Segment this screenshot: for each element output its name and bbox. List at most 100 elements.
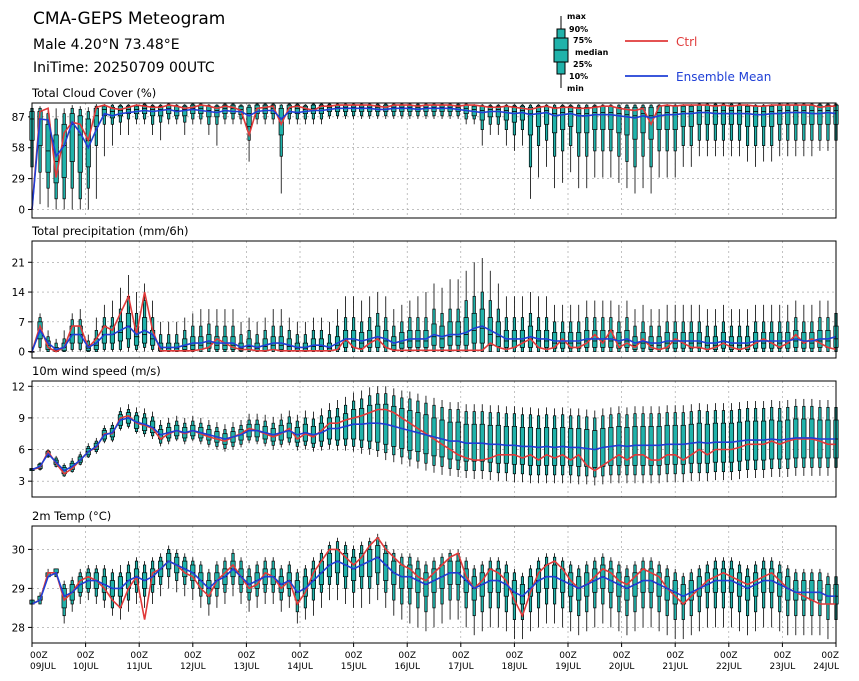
y-tick-label: 9 [18,413,25,425]
box-plot [736,561,743,632]
box-plot [712,103,718,157]
box-plot [817,399,823,476]
box-inner [825,584,831,605]
box-plot [535,408,542,484]
box-plot [592,300,598,352]
box-inner [133,105,140,114]
box-plot [712,557,718,628]
box-plot [576,565,582,636]
box-inner [785,104,791,125]
box-inner [761,105,767,127]
box-plot [463,103,469,125]
box-plot [294,414,300,451]
box-plot [801,304,807,352]
box-inner [672,105,678,130]
legend-ctrl-label: Ctrl [676,35,697,49]
box-plot [222,309,228,352]
box-plot [704,561,710,628]
box-inner [825,104,831,125]
box-plot [133,292,140,352]
box-plot [495,405,501,482]
box-inner [198,104,204,114]
box-inner [624,106,630,136]
box-plot [608,407,614,484]
init-time-label: IniTime: 20250709 00UTC [33,60,215,76]
legend-max: max [567,12,587,21]
box-inner [584,106,590,134]
box-inner [463,104,469,114]
box-plot [85,107,91,210]
x-tick-date-label: 18JUL [502,662,528,672]
box-plot [744,104,751,162]
box-inner [680,584,686,605]
box-plot [93,317,99,352]
x-tick-hour-label: 00Z [238,651,256,661]
panel-frame [31,240,837,359]
box-plot [278,309,284,352]
box-plot [688,568,694,636]
box-inner [704,104,710,125]
box-plot [93,565,99,604]
x-tick-date-label: 15JUL [341,662,367,672]
box-plot [664,565,670,636]
y-tick-label: 7 [18,317,25,329]
box-inner [809,104,815,125]
box-plot [101,104,107,157]
box-inner [560,105,566,130]
box-plot [141,408,148,437]
box-plot [326,403,333,450]
box-plot [310,317,316,352]
box-plot [214,309,220,352]
box-plot [511,406,517,483]
box-plot [447,549,453,620]
box-plot [447,402,453,476]
box-plot [608,300,614,352]
box-inner [720,104,727,125]
box-plot [141,103,148,125]
box-plot [383,541,389,608]
box-plot [246,317,252,352]
box-inner [109,106,115,119]
box-plot [809,568,815,636]
box-plot [351,392,357,452]
box-plot [640,304,646,352]
box-series [29,103,839,210]
box-inner [688,105,694,127]
box-plot [744,565,751,636]
box-plot [479,561,485,632]
x-tick-hour-label: 00Z [720,651,738,661]
box-plot [600,104,606,178]
time-axis: 00Z09JUL00Z10JUL00Z11JUL00Z12JUL00Z13JUL… [30,643,839,672]
box-inner [576,106,582,134]
box-plot [238,557,244,604]
x-tick-date-label: 16JUL [394,662,420,672]
box-plot [262,414,268,447]
box-inner [278,107,284,136]
box-plot [222,557,228,604]
box-inner [801,104,807,125]
panel-title: 10m wind speed (m/s) [32,364,161,378]
box-plot [471,565,477,636]
box-plot [383,296,389,352]
box-plot [624,104,630,189]
y-tick-label: 87 [12,112,25,124]
box-inner [45,123,51,173]
ctrl-line [31,104,836,210]
box-inner [744,105,751,127]
box-plot [166,545,172,589]
box-plot [206,104,212,135]
box-plot [753,561,759,632]
box-inner [769,105,775,127]
meteogram-title: CMA-GEPS Meteogram [33,9,225,29]
box-plot [728,557,735,628]
box-plot [471,104,477,125]
box-inner [736,104,743,125]
x-tick-date-label: 24JUL [813,662,839,672]
box-plot [334,537,341,601]
box-plot [294,103,300,125]
x-tick-hour-label: 00Z [184,651,202,661]
box-plot [656,309,662,352]
box-plot [503,561,509,632]
x-tick-date-label: 19JUL [555,662,581,672]
box-inner [133,325,140,346]
